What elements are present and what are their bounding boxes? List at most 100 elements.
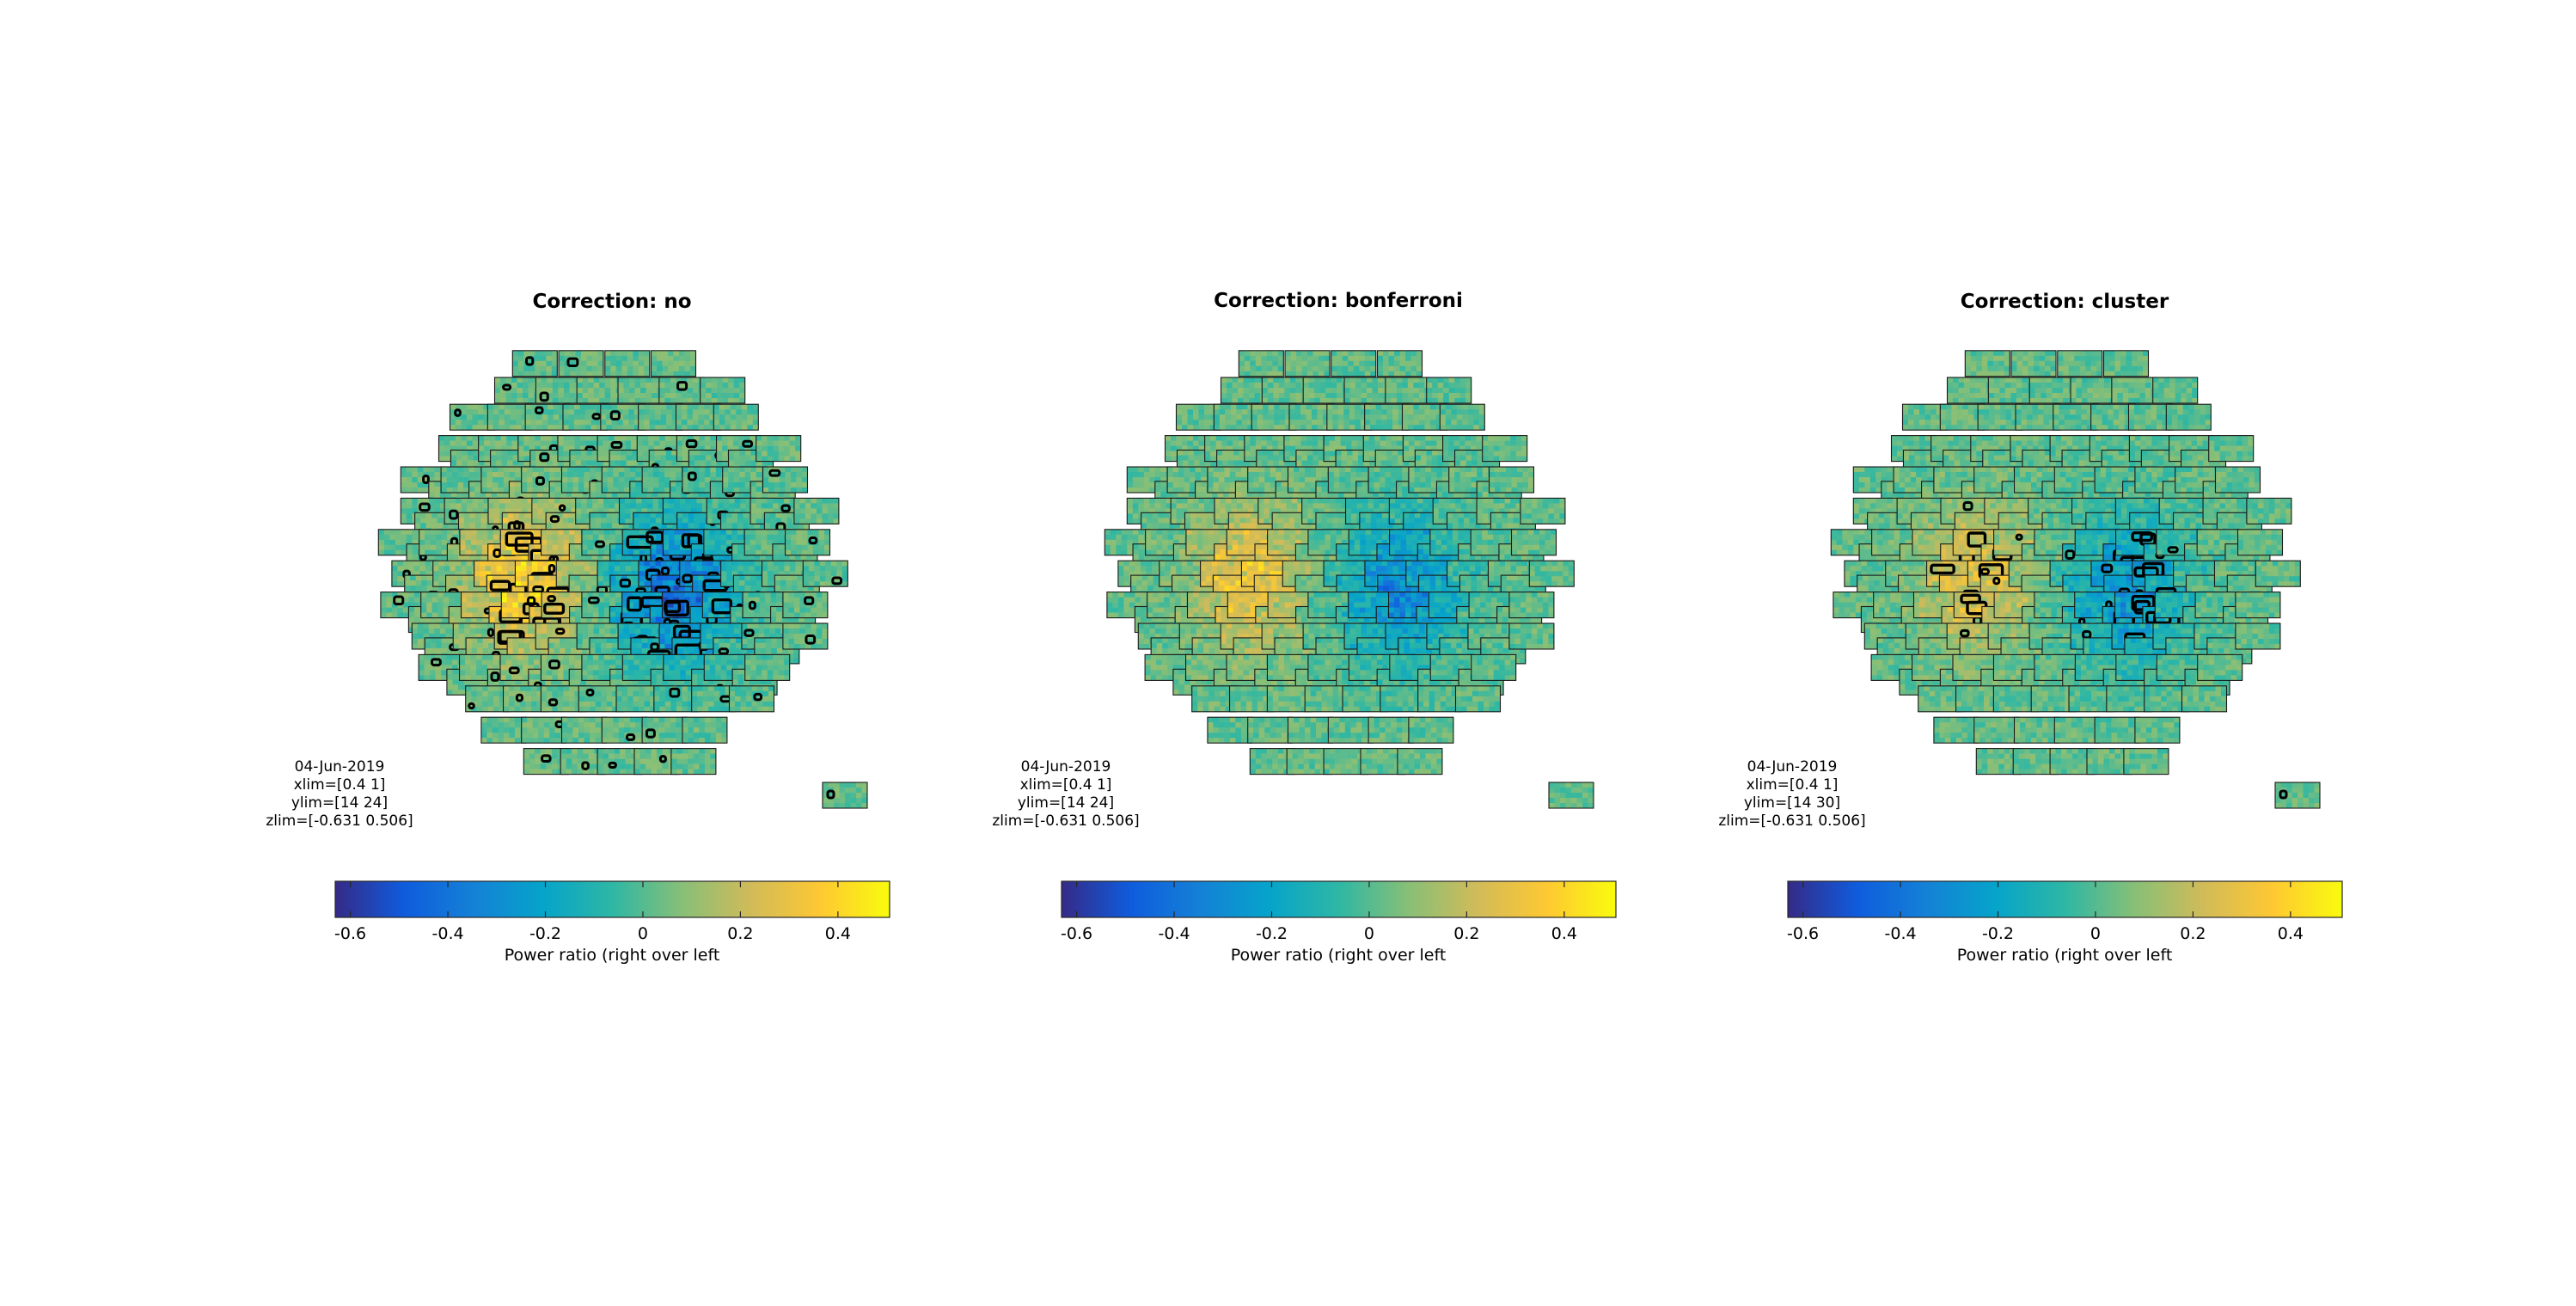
heatmap-cell bbox=[521, 566, 527, 571]
heatmap-cell bbox=[717, 446, 723, 451]
heatmap-cell bbox=[413, 544, 419, 549]
heatmap-cell bbox=[587, 366, 593, 371]
heatmap-cell bbox=[639, 550, 646, 555]
heatmap-cell bbox=[786, 540, 792, 545]
heatmap-cell bbox=[482, 545, 488, 550]
heatmap-cell bbox=[536, 420, 542, 425]
heatmap-cell bbox=[545, 580, 551, 586]
heatmap-cell bbox=[610, 388, 616, 393]
heatmap-cell bbox=[609, 561, 615, 566]
heatmap-cell bbox=[581, 351, 587, 356]
heatmap-cell bbox=[722, 446, 728, 451]
heatmap-cell bbox=[502, 451, 508, 456]
heatmap-cell bbox=[768, 571, 774, 576]
heatmap-cell bbox=[697, 549, 703, 555]
heatmap-cell bbox=[548, 404, 554, 409]
heatmap-cell bbox=[630, 472, 636, 477]
heatmap-cell bbox=[706, 456, 712, 461]
heatmap-cell bbox=[488, 503, 494, 508]
heatmap-cell bbox=[592, 366, 598, 371]
heatmap-cell bbox=[791, 545, 797, 550]
heatmap-cell bbox=[444, 561, 450, 566]
heatmap-cell bbox=[756, 518, 762, 524]
heatmap-cell bbox=[734, 461, 740, 466]
heatmap-cell bbox=[493, 487, 499, 493]
heatmap-cell bbox=[542, 383, 548, 388]
heatmap-cell bbox=[458, 512, 464, 518]
heatmap-cell bbox=[717, 457, 723, 462]
heatmap-cell bbox=[642, 477, 648, 482]
heatmap-cell bbox=[706, 451, 712, 456]
heatmap-cell bbox=[438, 566, 444, 571]
heatmap-cell bbox=[775, 512, 781, 518]
heatmap-cell bbox=[624, 383, 630, 388]
heatmap-cell bbox=[462, 441, 468, 446]
heatmap-cell bbox=[495, 393, 501, 398]
heatmap-cell bbox=[598, 535, 604, 540]
heatmap-cell bbox=[645, 550, 651, 555]
heatmap-cell bbox=[586, 451, 592, 456]
heatmap-cell bbox=[567, 566, 573, 571]
heatmap-cell bbox=[778, 535, 784, 540]
heatmap-cell bbox=[682, 398, 688, 403]
heatmap-cell bbox=[628, 420, 634, 425]
heatmap-cell bbox=[688, 451, 694, 456]
heatmap-cell bbox=[747, 409, 753, 414]
heatmap-cell bbox=[569, 377, 575, 383]
heatmap-cell bbox=[467, 566, 473, 571]
heatmap-cell bbox=[524, 512, 530, 518]
heatmap-cell bbox=[575, 456, 581, 461]
heatmap-cell bbox=[550, 575, 556, 580]
heatmap-cell bbox=[535, 361, 541, 366]
heatmap-cell bbox=[786, 586, 792, 591]
heatmap-cell bbox=[458, 467, 464, 472]
heatmap-cell bbox=[511, 393, 517, 398]
heatmap-cell bbox=[441, 482, 447, 487]
heatmap-cell bbox=[556, 566, 562, 571]
heatmap-cell bbox=[770, 518, 776, 523]
heatmap-cell bbox=[537, 561, 543, 566]
heatmap-cell bbox=[721, 576, 727, 581]
heatmap-cell bbox=[453, 530, 459, 535]
heatmap-cell bbox=[753, 404, 759, 409]
heatmap-cell bbox=[407, 498, 413, 503]
heatmap-cell bbox=[389, 545, 395, 550]
heatmap-cell bbox=[522, 472, 528, 477]
heatmap-cell bbox=[633, 580, 639, 586]
heatmap-cell bbox=[822, 503, 828, 508]
heatmap-cell bbox=[575, 580, 581, 586]
heatmap-cell bbox=[705, 477, 711, 482]
heatmap-cell bbox=[542, 545, 548, 550]
heatmap-cell bbox=[576, 351, 582, 356]
heatmap-cell bbox=[728, 398, 734, 403]
heatmap-cell bbox=[523, 457, 529, 462]
heatmap-cell bbox=[723, 383, 729, 388]
heatmap-cell bbox=[733, 575, 739, 580]
heatmap-cell bbox=[756, 530, 762, 535]
heatmap-cell bbox=[471, 550, 477, 555]
heatmap-cell bbox=[615, 451, 621, 456]
heatmap-cell bbox=[484, 441, 490, 446]
heatmap-cell bbox=[702, 561, 708, 566]
heatmap-cell bbox=[579, 425, 585, 430]
heatmap-cell bbox=[496, 456, 502, 461]
heatmap-cell bbox=[532, 503, 538, 508]
heatmap-cell bbox=[655, 404, 661, 409]
heatmap-cell bbox=[733, 580, 739, 586]
heatmap-cell bbox=[644, 409, 650, 414]
heatmap-cell bbox=[516, 498, 522, 503]
heatmap-cell bbox=[416, 586, 422, 591]
heatmap-cell bbox=[795, 436, 801, 441]
heatmap-cell bbox=[763, 472, 769, 477]
heatmap-cell bbox=[434, 467, 440, 472]
heatmap-cell bbox=[573, 561, 579, 566]
heatmap-cell bbox=[462, 451, 468, 456]
heatmap-cell bbox=[706, 388, 712, 393]
heatmap-cell bbox=[568, 409, 574, 414]
heatmap-cell bbox=[675, 540, 681, 545]
heatmap-cell bbox=[603, 566, 609, 571]
heatmap-cell bbox=[745, 451, 751, 456]
heatmap-cell bbox=[441, 472, 447, 477]
heatmap-cell bbox=[493, 518, 499, 524]
heatmap-cell bbox=[568, 425, 574, 430]
